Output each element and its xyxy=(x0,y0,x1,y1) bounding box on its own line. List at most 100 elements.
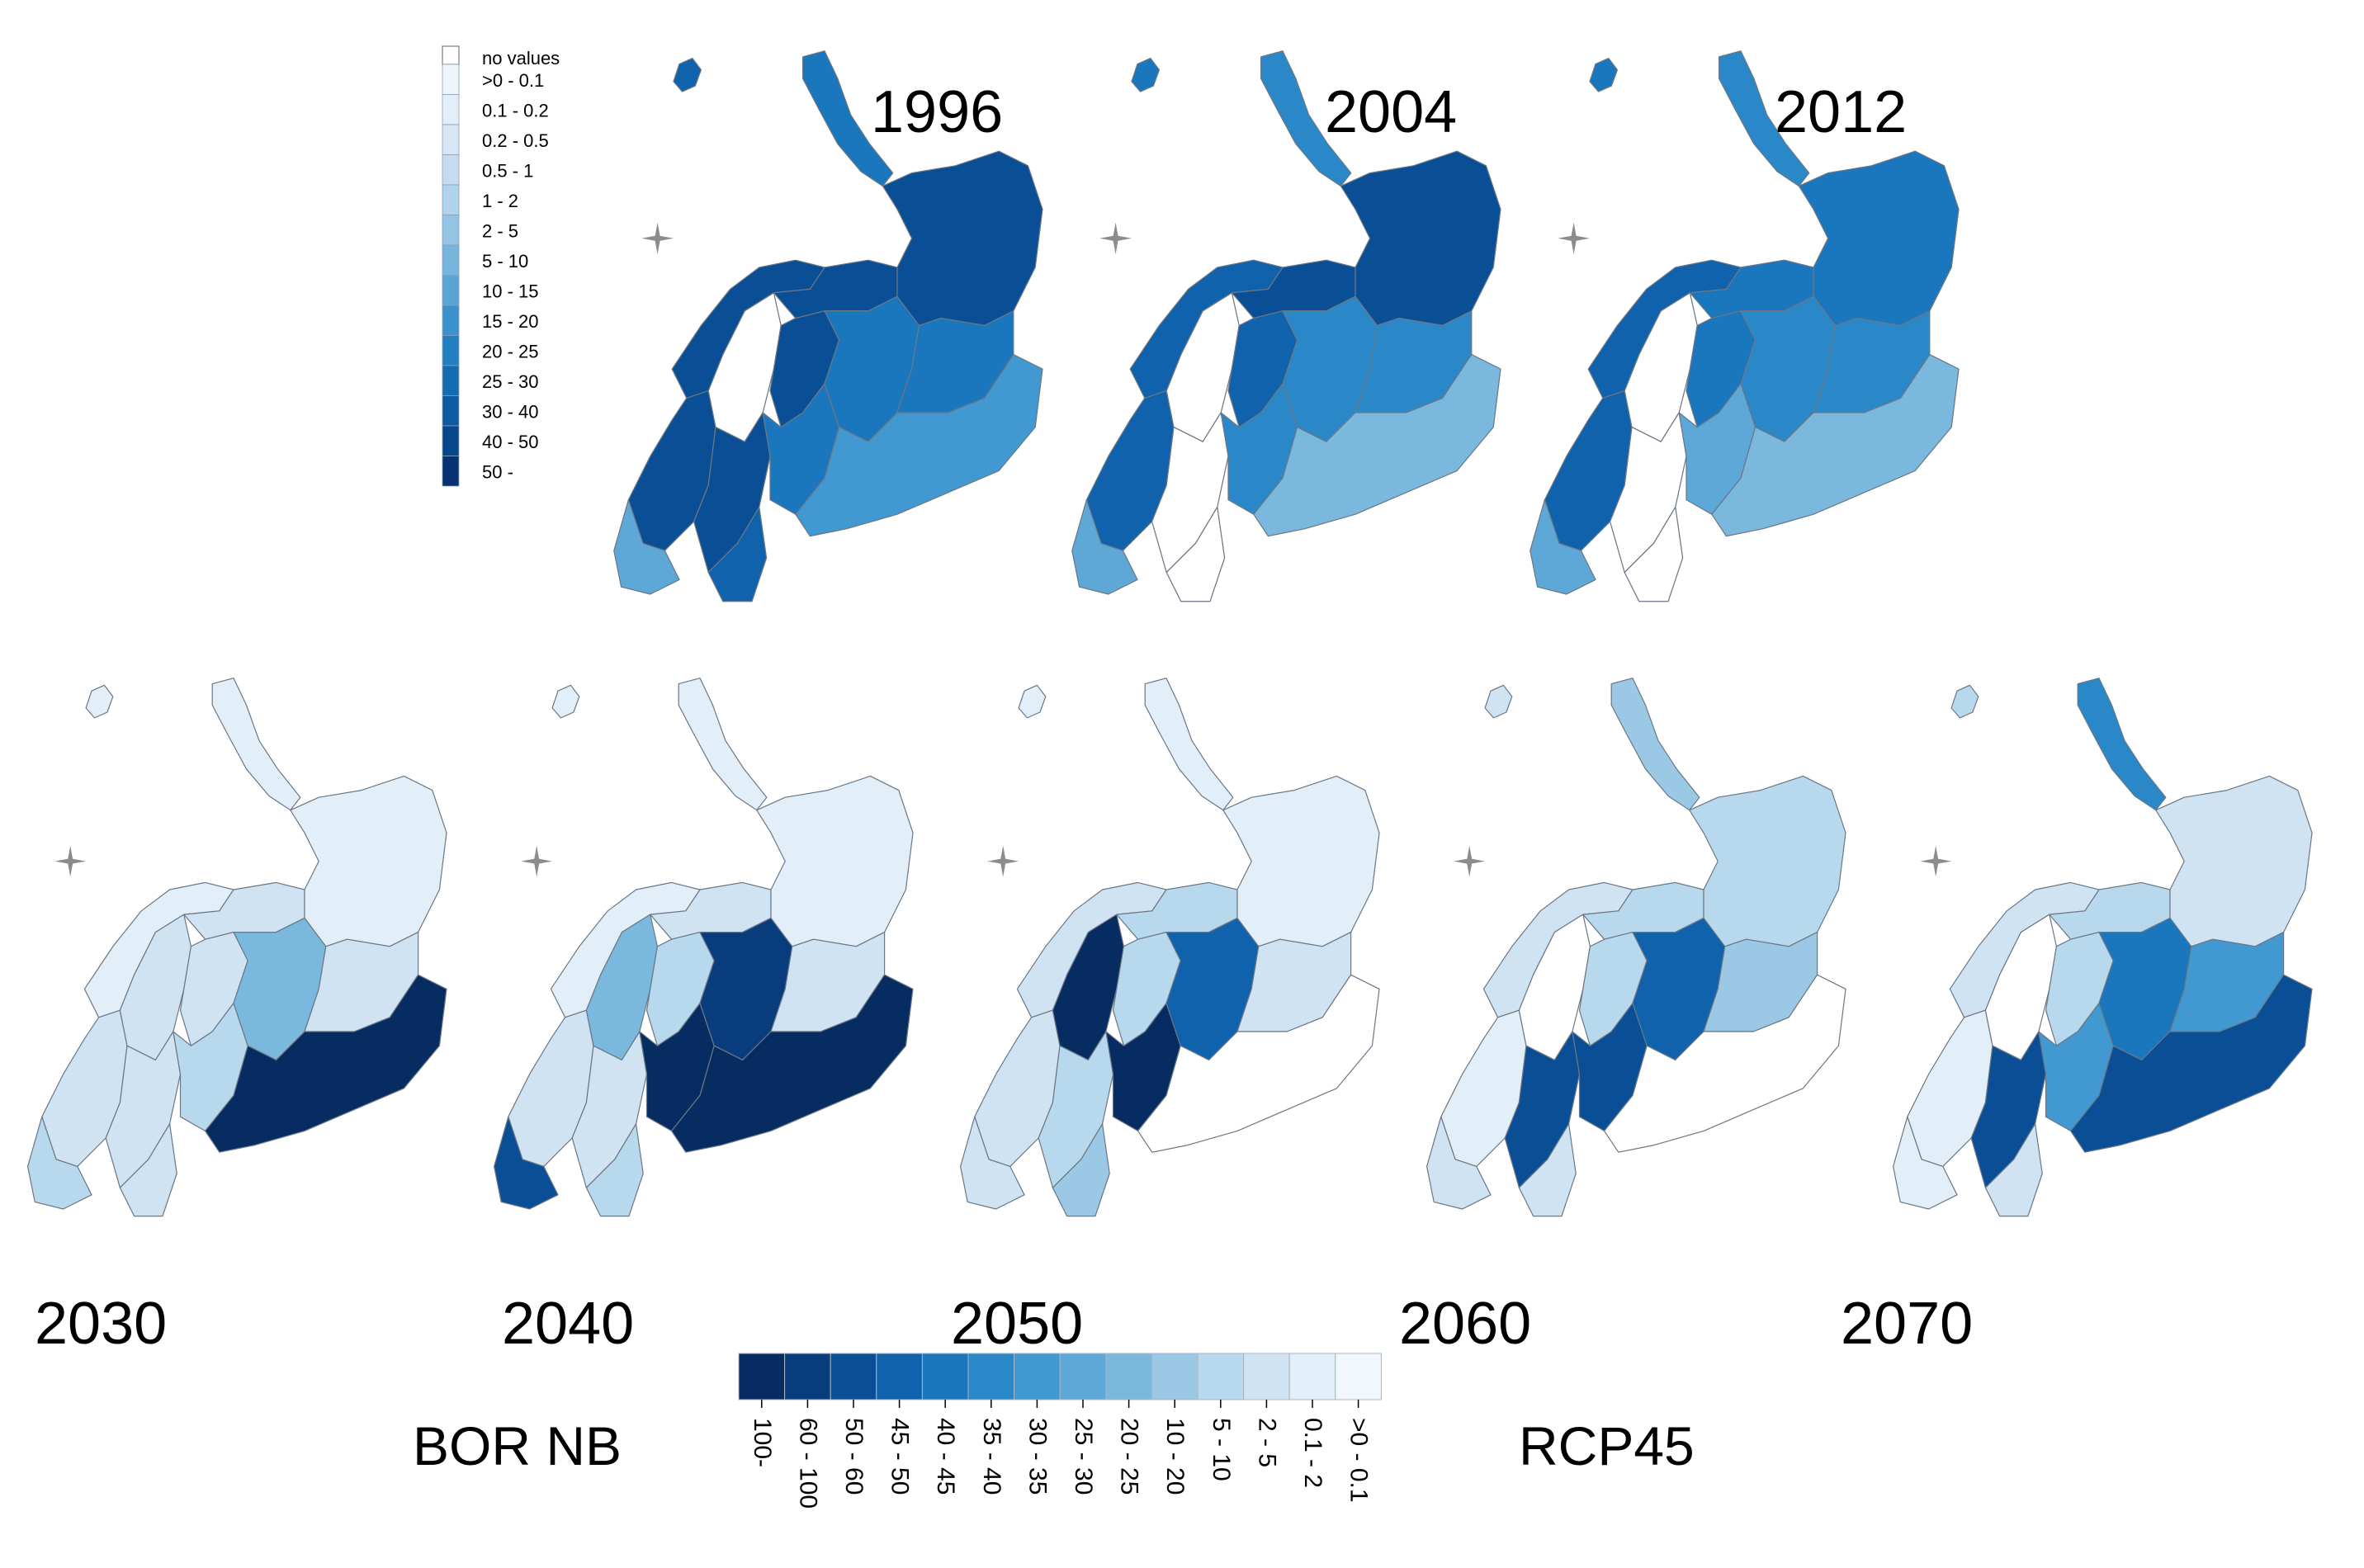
map-year-label: 2012 xyxy=(1775,79,1907,145)
bottom-legend-label: 50 - 60 xyxy=(840,1418,868,1495)
map-region-svalbard xyxy=(1018,684,1047,719)
map-region-russia-se xyxy=(795,353,1043,537)
bottom-legend-swatch xyxy=(876,1353,923,1400)
map-region-sweden-se xyxy=(1518,1123,1577,1217)
map-region-svalbard xyxy=(551,684,580,719)
top-legend-swatch xyxy=(442,215,460,246)
map-region-norway-sw xyxy=(1425,1116,1492,1210)
map-region-russia-se xyxy=(2069,974,2313,1153)
map-panel xyxy=(493,678,914,1217)
top-legend-label: 1 - 2 xyxy=(482,191,518,211)
bottom-legend-swatch xyxy=(1288,1353,1336,1400)
bottom-legend-label: 25 - 30 xyxy=(1070,1418,1097,1495)
bottom-legend-label: 20 - 25 xyxy=(1116,1418,1143,1495)
bottom-legend-swatch xyxy=(1243,1353,1290,1400)
bottom-legend-swatch xyxy=(784,1353,831,1400)
top-legend-swatch xyxy=(442,425,460,456)
top-legend-swatch xyxy=(442,94,460,125)
top-legend-label: 0.5 - 1 xyxy=(482,161,533,182)
map-year-label: 2060 xyxy=(1399,1291,1531,1357)
map-region-svalbard xyxy=(1950,684,1979,719)
map-region-norway-sw xyxy=(1071,498,1138,595)
map-region-novaya xyxy=(1260,50,1352,187)
map-region-russia-se xyxy=(670,974,914,1153)
top-legend-label: 0.2 - 0.5 xyxy=(482,130,549,151)
bottom-legend-label: 60 - 100 xyxy=(794,1418,821,1509)
map-region-novaya xyxy=(1718,50,1810,187)
map-panel xyxy=(613,50,1043,602)
map-panel xyxy=(1892,678,2313,1217)
top-legend-swatch xyxy=(442,305,460,336)
top-legend-label: 20 - 25 xyxy=(482,342,539,362)
top-legend-label: 2 - 5 xyxy=(482,221,518,242)
map-region-novaya xyxy=(1610,678,1700,811)
bottom-legend-swatch xyxy=(1335,1353,1382,1400)
compass-rose-icon xyxy=(987,845,1019,877)
map-region-sweden-se xyxy=(1984,1123,2043,1217)
map-region-svalbard xyxy=(1589,57,1619,92)
bottom-legend: 100- 60 - 100 50 - 60 45 - 50 40 - 45 35 - 40… xyxy=(738,1353,1382,1509)
map-region-sweden-se xyxy=(1165,506,1226,602)
bottom-legend-swatch xyxy=(1197,1353,1245,1400)
compass-rose-icon xyxy=(1920,845,1952,877)
map-panels: 1996 2004 2012 2030 2040 2050 2060 2070 xyxy=(26,50,2313,1357)
bottom-legend-label: 0.1 - 2 xyxy=(1299,1418,1326,1488)
map-panel xyxy=(26,678,447,1217)
top-legend-swatch xyxy=(442,124,460,155)
top-legend-label: >0 - 0.1 xyxy=(482,70,544,91)
map-year-label: 2004 xyxy=(1325,79,1457,145)
bottom-legend-swatch xyxy=(921,1353,969,1400)
map-region-novaya xyxy=(211,678,301,811)
bottom-legend-swatch xyxy=(1105,1353,1152,1400)
top-legend-label: 40 - 50 xyxy=(482,432,539,452)
top-legend-swatch xyxy=(442,154,460,186)
top-legend-swatch xyxy=(442,456,460,487)
map-region-svalbard xyxy=(673,57,702,92)
top-legend-swatch xyxy=(442,64,460,95)
top-legend-label: 5 - 10 xyxy=(482,251,528,272)
bottom-legend-label: 10 - 20 xyxy=(1161,1418,1189,1495)
bottom-legend-label: 35 - 40 xyxy=(978,1418,1005,1495)
compass-rose-icon xyxy=(641,222,674,255)
map-panel xyxy=(959,678,1380,1217)
top-legend-label: 0.1 - 0.2 xyxy=(482,101,549,121)
scenario-label: RCP45 xyxy=(1519,1415,1695,1476)
map-region-sweden-se xyxy=(1052,1123,1110,1217)
map-region-norway-sw xyxy=(26,1116,92,1210)
compass-rose-icon xyxy=(1558,222,1590,255)
map-region-russia-ne xyxy=(1798,150,1960,327)
species-label: BOR NB xyxy=(413,1415,622,1476)
top-legend-swatch xyxy=(442,244,460,276)
map-region-russia-se xyxy=(1711,353,1960,537)
top-legend-label: 25 - 30 xyxy=(482,371,539,392)
map-region-russia-se xyxy=(1253,353,1501,537)
map-region-svalbard xyxy=(1131,57,1161,92)
map-region-norway-sw xyxy=(493,1116,559,1210)
bottom-legend-label: >0 - 0.1 xyxy=(1345,1418,1373,1503)
compass-rose-icon xyxy=(1099,222,1132,255)
map-year-label: 1996 xyxy=(871,79,1003,145)
top-legend-label: 10 - 15 xyxy=(482,281,539,302)
bottom-legend-swatch xyxy=(1151,1353,1199,1400)
map-region-sweden-se xyxy=(119,1123,177,1217)
map-region-novaya xyxy=(678,678,768,811)
bottom-legend-swatch xyxy=(738,1353,786,1400)
bottom-legend-label: 5 - 10 xyxy=(1208,1418,1235,1481)
bottom-legend-label: 2 - 5 xyxy=(1253,1418,1280,1467)
map-year-label: 2040 xyxy=(502,1291,634,1357)
bottom-legend-swatch xyxy=(830,1353,877,1400)
map-region-novaya xyxy=(801,50,894,187)
top-legend-title: no values xyxy=(482,48,560,68)
top-legend-swatch xyxy=(442,184,460,215)
map-year-label: 2050 xyxy=(951,1291,1083,1357)
top-legend-label: 50 - xyxy=(482,462,513,483)
map-region-norway-sw xyxy=(1892,1116,1958,1210)
map-region-russia-ne xyxy=(1222,775,1380,947)
bottom-legend-label: 30 - 35 xyxy=(1024,1418,1051,1495)
top-legend-swatch xyxy=(442,335,460,366)
map-year-label: 2030 xyxy=(35,1291,167,1357)
top-legend-swatch xyxy=(442,275,460,306)
map-panel xyxy=(1071,50,1501,602)
top-legend-label: 30 - 40 xyxy=(482,402,539,423)
